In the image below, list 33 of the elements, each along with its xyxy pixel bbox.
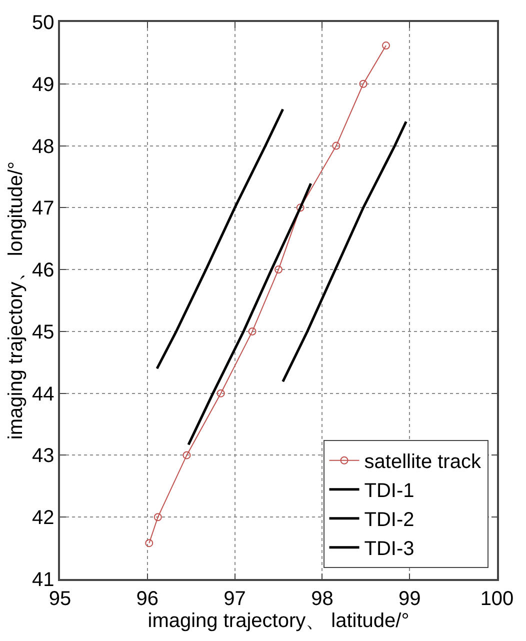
y-tick-label: 50 <box>32 12 54 34</box>
y-tick-label: 45 <box>32 321 54 344</box>
x-tick-label: 100 <box>480 588 514 610</box>
line-series <box>282 120 408 383</box>
point <box>154 513 162 522</box>
y-tick-label: 49 <box>32 74 54 96</box>
y-tick-label: 46 <box>32 260 54 282</box>
point <box>274 266 282 274</box>
x-axis-title: imaging trajectory、 latitude/° <box>148 610 410 632</box>
point <box>332 142 340 150</box>
y-tick-label: 43 <box>32 445 54 468</box>
y-axis-title: imaging trajectory、 longitude/° <box>5 161 27 440</box>
y-tick-label: 44 <box>32 383 54 406</box>
point <box>182 451 191 460</box>
point <box>216 389 225 398</box>
y-tick-label: 48 <box>32 136 54 158</box>
y-tick-label: 47 <box>32 198 54 220</box>
x-tick-label: 98 <box>311 588 334 610</box>
legend-label: TDI-1 <box>364 480 414 502</box>
legend-label: TDI-2 <box>364 509 414 532</box>
point <box>145 539 154 548</box>
point <box>296 204 304 212</box>
x-tick-label: 97 <box>224 588 246 610</box>
point <box>382 42 390 50</box>
line-series <box>156 108 284 370</box>
point <box>359 80 368 88</box>
legend-label: TDI-3 <box>364 538 414 560</box>
line-series <box>187 182 312 446</box>
y-tick-label: 42 <box>32 507 54 530</box>
legend-label: satellite track <box>364 451 482 474</box>
point <box>248 327 256 336</box>
x-tick-label: 96 <box>136 588 159 610</box>
x-tick-label: 99 <box>398 588 421 610</box>
